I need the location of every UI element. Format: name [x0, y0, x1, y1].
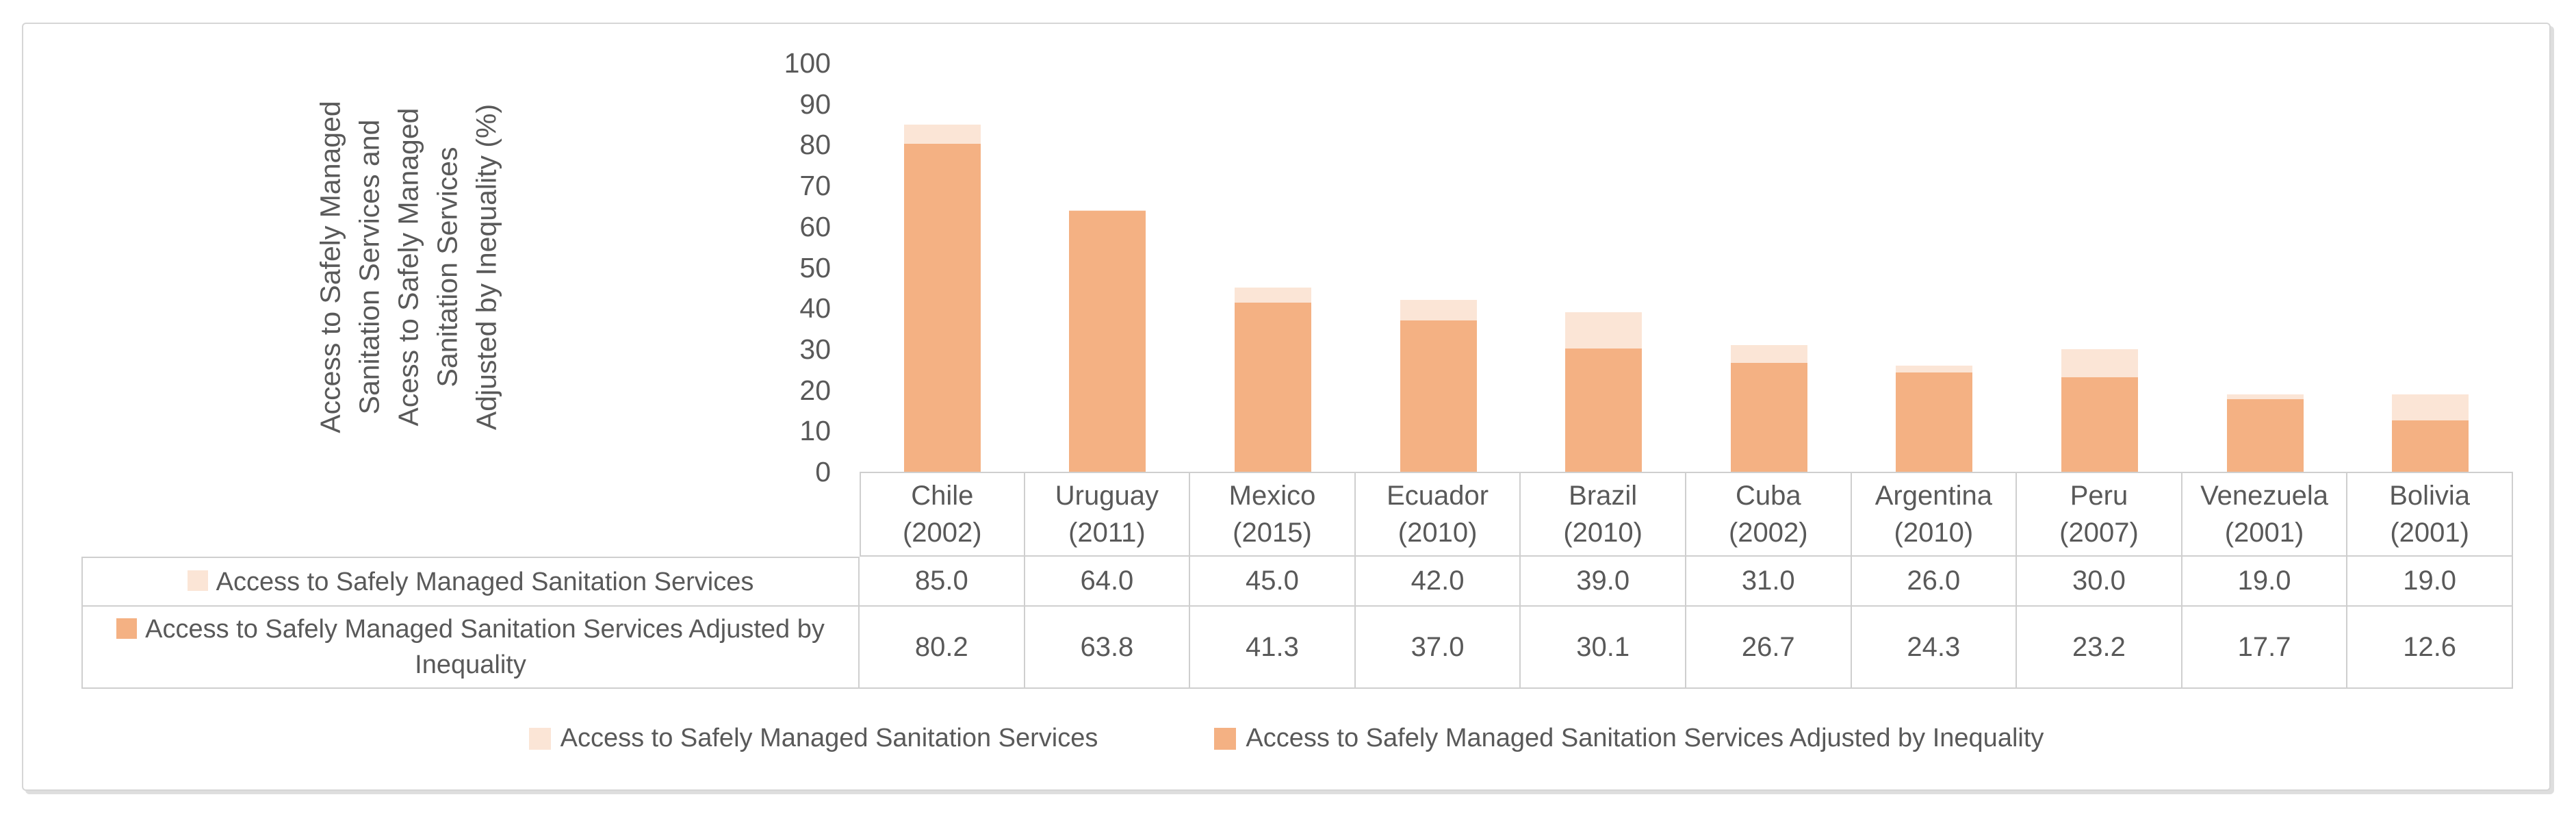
category-name: Ecuador	[1387, 481, 1489, 511]
series-label: Access to Safely Managed Sanitation Serv…	[145, 615, 825, 679]
legend-label-adjusted: Access to Safely Managed Sanitation Serv…	[1246, 724, 2044, 752]
category-year: (2011)	[1068, 518, 1146, 548]
value-cell: 45.0	[1190, 557, 1356, 607]
category-year: (2001)	[2224, 518, 2304, 548]
table-header-uruguay: Uruguay (2011)	[1025, 472, 1191, 557]
legend-key-swatch-icon	[116, 618, 138, 639]
table-header-bolivia: Bolivia (2001)	[2347, 472, 2513, 557]
y-axis-title-line: Access to Safely Managed	[314, 101, 346, 433]
y-axis-tick-label: 70	[799, 170, 831, 202]
y-axis-tick-label: 40	[799, 292, 831, 325]
legend-swatch-services-icon	[528, 727, 551, 750]
value-cell: 80.2	[860, 607, 1025, 689]
category-year: (2010)	[1563, 518, 1643, 548]
category-year: (2015)	[1233, 518, 1312, 548]
y-axis-tick-label: 10	[799, 415, 831, 447]
value-cell: 12.6	[2347, 607, 2513, 689]
chart-frame: Access to Safely Managed Sanitation Servi…	[22, 23, 2551, 791]
legend-swatch-adjusted-icon	[1214, 727, 1237, 750]
y-axis-tick-label: 80	[799, 129, 831, 161]
bar-adjusted-ecuador	[1400, 320, 1477, 472]
category-name: Brazil	[1569, 481, 1638, 511]
table-header-cuba: Cuba (2002)	[1686, 472, 1852, 557]
table-header-mexico: Mexico (2015)	[1190, 472, 1356, 557]
y-axis-tick-label: 20	[799, 374, 831, 406]
category-year: (2001)	[2390, 518, 2469, 548]
y-axis-tick-label: 0	[815, 456, 831, 488]
series-label-cell: Access to Safely Managed Sanitation Serv…	[81, 607, 860, 689]
bar-adjusted-argentina	[1896, 372, 1973, 472]
value-cell: 63.8	[1025, 607, 1191, 689]
bar-adjusted-venezuela	[2226, 399, 2304, 472]
y-axis-title-line: Sanitation Services	[431, 147, 463, 388]
value-cell: 85.0	[860, 557, 1025, 607]
value-cell: 64.0	[1025, 557, 1191, 607]
category-year: (2007)	[2059, 518, 2139, 548]
value-cell: 31.0	[1686, 557, 1852, 607]
category-name: Mexico	[1228, 481, 1316, 511]
data-table: Chile (2002) Uruguay (2011) Mexico (2015) Ecua…	[81, 472, 2513, 689]
value-cell: 24.3	[1851, 607, 2018, 689]
category-name: Bolivia	[2389, 481, 2471, 511]
table-header-brazil: Brazil (2010)	[1521, 472, 1686, 557]
legend-key-swatch-icon	[187, 570, 208, 592]
bar-adjusted-bolivia	[2392, 420, 2469, 472]
series-label: Access to Safely Managed Sanitation Serv…	[216, 567, 754, 596]
table-corner-cell	[81, 472, 860, 557]
value-cell: 42.0	[1355, 557, 1521, 607]
value-cell: 37.0	[1355, 607, 1521, 689]
category-name: Venezuela	[2200, 481, 2328, 511]
value-cell: 30.0	[2017, 557, 2182, 607]
y-axis-title-line: Adjusted by Inequality (%)	[470, 103, 502, 431]
bar-adjusted-peru	[2061, 377, 2138, 472]
bar-adjusted-uruguay	[1069, 211, 1146, 472]
y-axis-tick-label: 50	[799, 251, 831, 283]
value-cell: 39.0	[1521, 557, 1686, 607]
category-name: Cuba	[1735, 481, 1801, 511]
y-axis-tick-label: 30	[799, 333, 831, 365]
y-axis-tick-label: 90	[799, 88, 831, 120]
bar-adjusted-chile	[903, 144, 981, 472]
category-year: (2010)	[1398, 518, 1478, 548]
y-axis-title: Access to Safely Managed Sanitation Servi…	[311, 101, 506, 433]
y-axis-title-line: Acess to Safely Managed	[392, 107, 424, 427]
value-cell: 41.3	[1190, 607, 1356, 689]
y-axis-tick-label: 100	[784, 47, 831, 79]
table-header-ecuador: Ecuador (2010)	[1355, 472, 1521, 557]
bar-adjusted-mexico	[1235, 303, 1311, 472]
value-cell: 23.2	[2017, 607, 2182, 689]
bar-adjusted-brazil	[1565, 349, 1643, 472]
value-cell: 26.0	[1851, 557, 2018, 607]
category-year: (2002)	[1728, 518, 1808, 548]
value-cell: 19.0	[2182, 557, 2348, 607]
table-header-peru: Peru (2007)	[2017, 472, 2182, 557]
table-header-venezuela: Venezuela (2001)	[2182, 472, 2348, 557]
category-name: Uruguay	[1055, 481, 1159, 511]
legend-item-services: Access to Safely Managed Sanitation Serv…	[528, 724, 1098, 753]
value-cell: 26.7	[1686, 607, 1852, 689]
value-cell: 19.0	[2347, 557, 2513, 607]
legend-item-adjusted: Access to Safely Managed Sanitation Serv…	[1214, 724, 2044, 753]
series-label-cell: Access to Safely Managed Sanitation Serv…	[81, 557, 860, 607]
category-year: (2010)	[1894, 518, 1974, 548]
y-axis-title-line: Sanitation Services and	[353, 119, 385, 415]
bar-adjusted-cuba	[1730, 362, 1807, 472]
category-name: Peru	[2070, 481, 2128, 511]
value-cell: 17.7	[2182, 607, 2348, 689]
legend: Access to Safely Managed Sanitation Serv…	[23, 689, 2549, 788]
table-header-chile: Chile (2002)	[860, 472, 1025, 557]
legend-label-services: Access to Safely Managed Sanitation Serv…	[560, 724, 1098, 752]
table-header-argentina: Argentina (2010)	[1851, 472, 2018, 557]
plot-area	[860, 63, 2513, 472]
category-name: Argentina	[1875, 481, 1992, 511]
y-axis-tick-label: 60	[799, 210, 831, 242]
category-year: (2002)	[902, 518, 982, 548]
value-cell: 30.1	[1521, 607, 1686, 689]
category-name: Chile	[911, 481, 974, 511]
